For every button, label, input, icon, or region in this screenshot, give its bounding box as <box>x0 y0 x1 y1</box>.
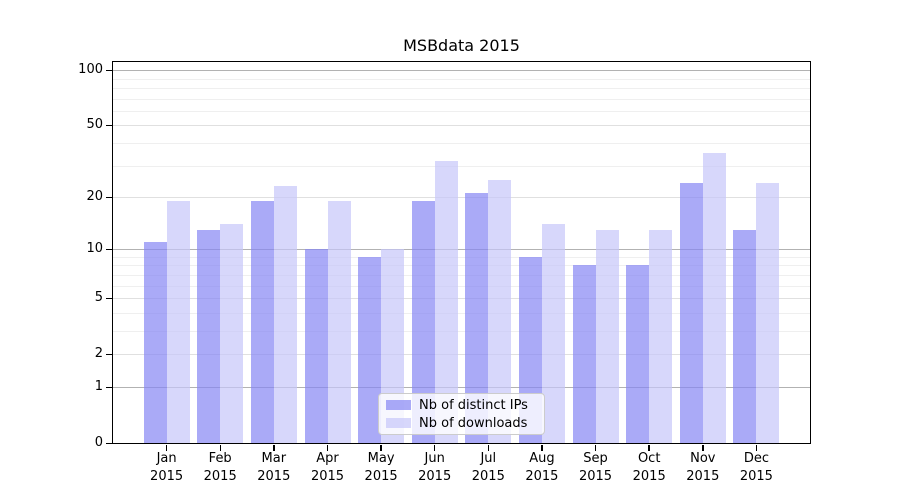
y-tick-label-50: 50 <box>86 117 103 133</box>
y-tick-label-0: 0 <box>94 435 103 450</box>
legend-entry-downloads: Nb of downloads <box>386 416 538 431</box>
x-tick-label-dec: Dec 2015 <box>739 451 773 484</box>
x-tick-mark-apr <box>326 444 329 451</box>
x-tick-mark-oct <box>648 444 650 451</box>
legend-swatch-distinct-ips-icon <box>386 400 411 410</box>
x-tick-label-jun: Jun 2015 <box>418 451 452 484</box>
legend-label-distinct-ips: Nb of distinct IPs <box>419 397 528 413</box>
x-tick-label-may: May 2015 <box>364 451 398 484</box>
x-tick-mark-sep <box>594 444 597 451</box>
x-tick-label-oct: Oct 2015 <box>632 451 666 484</box>
x-tick-mark-jan <box>165 444 168 451</box>
x-tick-mark-mar <box>273 444 275 451</box>
x-tick-mark-feb <box>219 444 221 451</box>
y-tick-label-5: 5 <box>94 290 103 306</box>
x-tick-mark-jul <box>487 444 490 451</box>
y-tick-label-2: 2 <box>94 346 103 362</box>
x-tick-label-jan: Jan 2015 <box>150 451 184 484</box>
x-tick-label-feb: Feb 2015 <box>203 451 237 484</box>
x-tick-mark-dec <box>755 444 758 451</box>
chart-title: MSBdata 2015 <box>403 36 520 55</box>
y-tick-label-1: 1 <box>94 379 103 394</box>
x-tick-label-nov: Nov 2015 <box>686 451 720 484</box>
x-tick-label-jul: Jul 2015 <box>471 451 505 484</box>
plot-border <box>111 60 811 444</box>
x-tick-label-mar: Mar 2015 <box>257 451 291 484</box>
x-tick-mark-nov <box>702 444 704 451</box>
legend-entry-distinct-ips: Nb of distinct IPs <box>386 398 538 413</box>
x-tick-label-sep: Sep 2015 <box>578 451 613 484</box>
y-tick-label-20: 20 <box>86 189 103 204</box>
x-tick-mark-aug <box>541 444 543 451</box>
legend-label-downloads: Nb of downloads <box>419 415 528 431</box>
x-tick-label-aug: Aug 2015 <box>525 451 559 484</box>
legend: Nb of distinct IPs Nb of downloads <box>378 393 545 435</box>
x-tick-mark-jun <box>433 444 436 451</box>
y-tick-label-100: 100 <box>78 62 103 78</box>
x-tick-mark-may <box>380 444 382 451</box>
legend-swatch-downloads-icon <box>386 418 411 428</box>
x-tick-label-apr: Apr 2015 <box>310 451 345 484</box>
y-tick-label-10: 10 <box>86 241 103 257</box>
